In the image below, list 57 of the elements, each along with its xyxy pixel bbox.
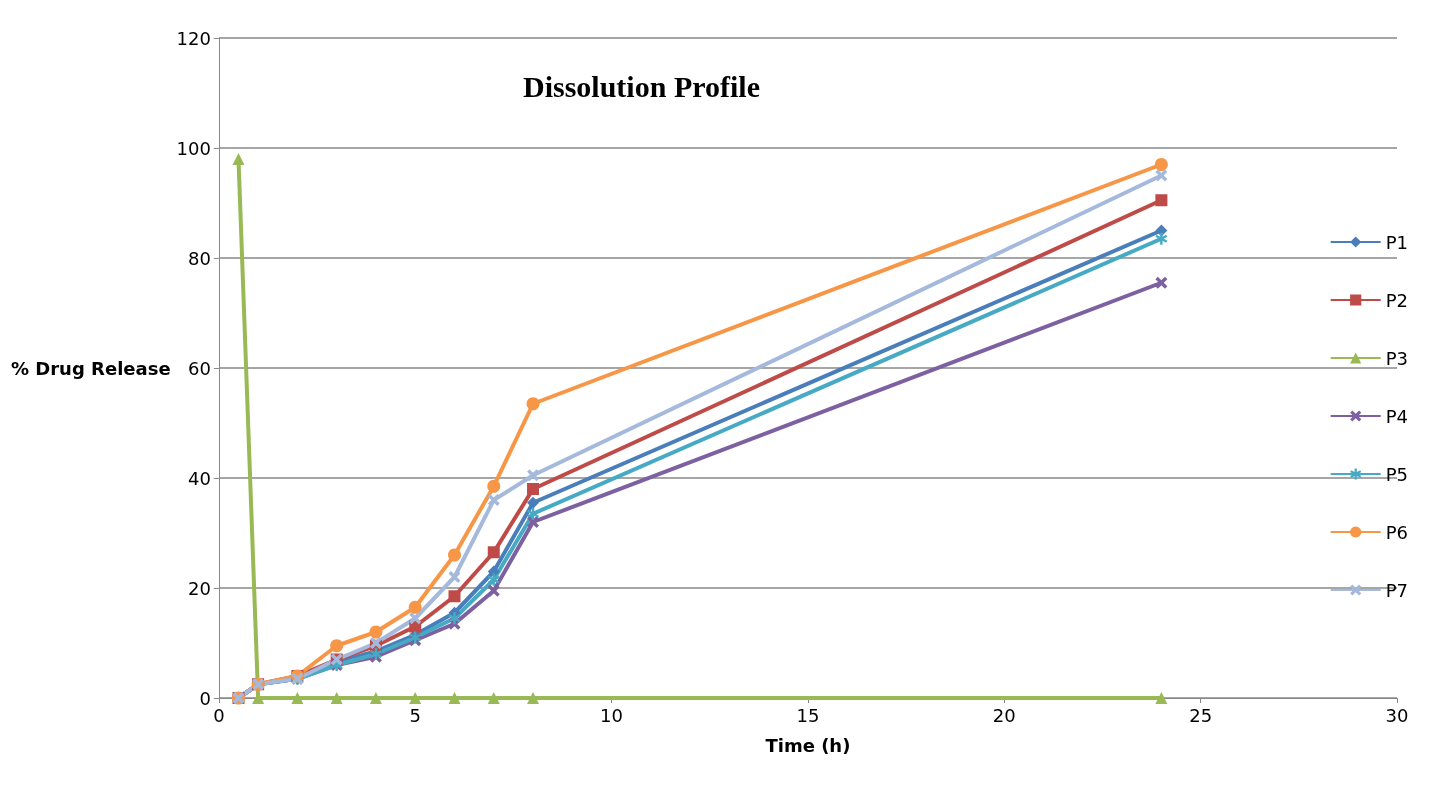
point — [409, 612, 422, 625]
point — [526, 397, 540, 411]
point — [330, 692, 343, 704]
point — [527, 507, 540, 520]
y-tick-label: 40 — [187, 467, 211, 489]
y-tick-label: 100 — [176, 137, 211, 159]
point — [487, 479, 501, 493]
point — [527, 516, 540, 528]
point — [1154, 158, 1168, 171]
legend-label: P3 — [1385, 347, 1409, 369]
x-tick-label: 15 — [796, 704, 820, 726]
point — [487, 584, 500, 597]
point — [448, 612, 461, 625]
point — [330, 639, 344, 653]
x-tick-label: 20 — [992, 704, 1016, 726]
point — [232, 153, 245, 165]
point — [291, 692, 304, 704]
point — [1155, 194, 1168, 207]
point — [1155, 692, 1168, 704]
legend-label: P5 — [1385, 463, 1409, 485]
legend-label: P2 — [1385, 289, 1409, 311]
point — [487, 546, 500, 559]
x-tick-label: 10 — [600, 704, 624, 726]
x-tick-label: 0 — [213, 704, 225, 726]
point — [527, 496, 540, 509]
point — [1155, 276, 1168, 289]
point — [448, 692, 461, 704]
point — [487, 565, 500, 578]
text: Dissolution Profile — [523, 69, 760, 103]
point — [487, 692, 500, 704]
legend-label: P6 — [1385, 521, 1409, 543]
point — [448, 590, 461, 603]
point — [408, 600, 422, 614]
point — [527, 483, 540, 495]
x-tick-label: 5 — [409, 704, 421, 726]
legend-label: P7 — [1385, 579, 1409, 601]
y-axis-title: % Drug Release — [11, 357, 171, 379]
point — [487, 494, 500, 506]
y-tick-label: 0 — [199, 687, 211, 709]
y-tick-label: 80 — [187, 247, 211, 269]
legend-label: P4 — [1385, 405, 1409, 427]
y-tick-label: 60 — [187, 357, 211, 379]
point — [527, 692, 540, 704]
point — [1155, 232, 1168, 245]
y-tick-label: 20 — [187, 577, 211, 599]
point — [1155, 169, 1168, 182]
legend-label: P1 — [1385, 231, 1409, 253]
point — [369, 692, 382, 704]
point — [487, 573, 500, 586]
point — [527, 469, 540, 482]
point — [409, 692, 422, 704]
x-tick-label: 25 — [1189, 704, 1213, 726]
x-tick-label: 30 — [1385, 704, 1409, 726]
x-axis-title: Time (h) — [765, 734, 851, 756]
point — [448, 548, 461, 562]
y-tick-label: 120 — [176, 27, 211, 49]
point — [369, 625, 383, 639]
